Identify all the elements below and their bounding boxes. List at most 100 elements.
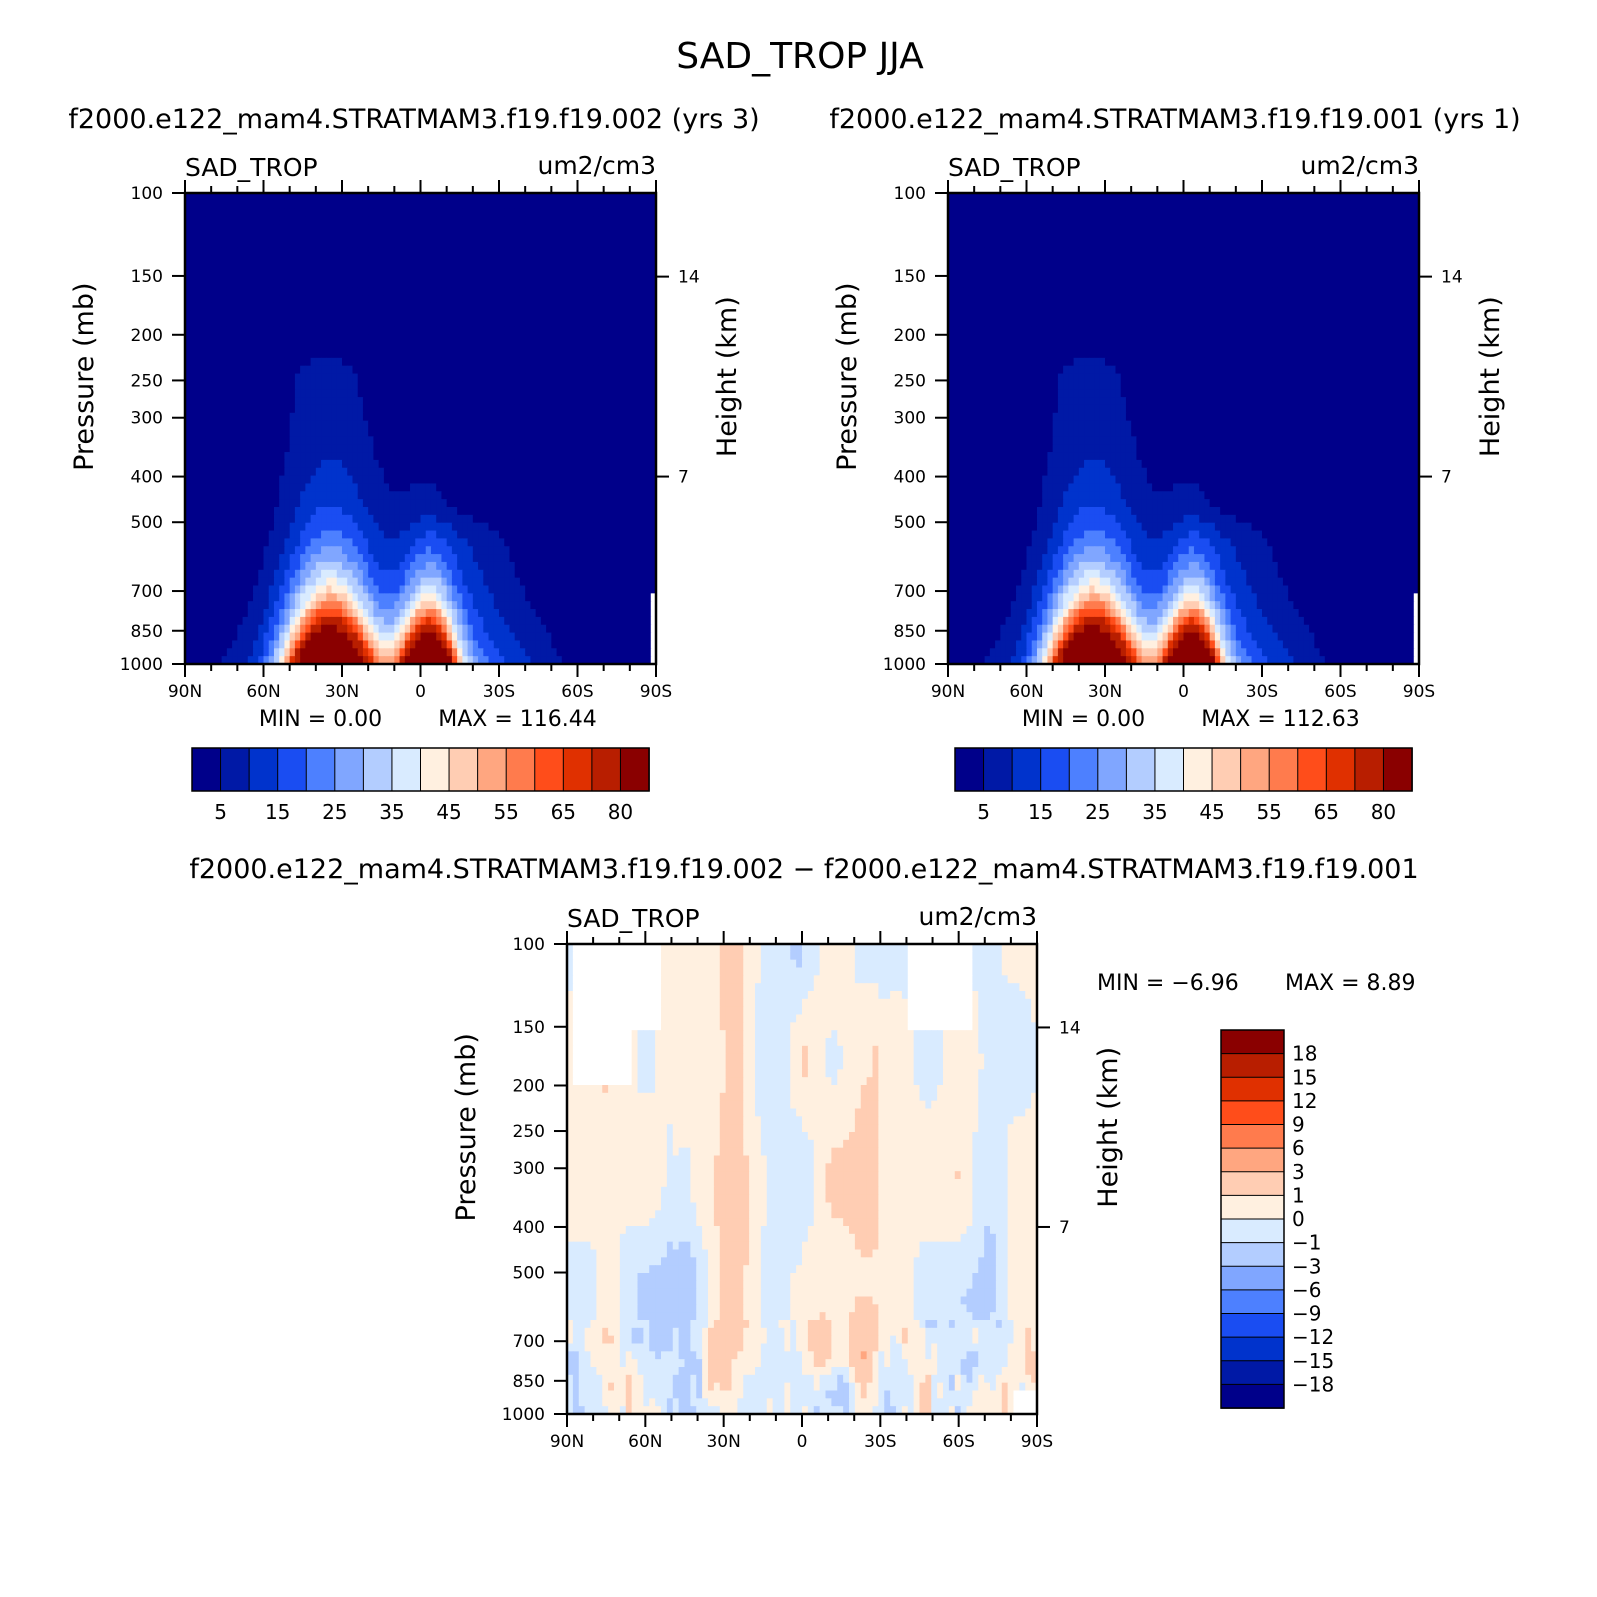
- contour-cell: [519, 350, 526, 359]
- contour-cell: [205, 412, 212, 422]
- contour-cell: [205, 389, 212, 398]
- contour-cell: [504, 428, 511, 437]
- contour-cell: [232, 255, 238, 265]
- contour-cell: [593, 302, 600, 312]
- contour-cell: [362, 538, 369, 547]
- contour-cell: [650, 444, 657, 453]
- contour-cell: [441, 554, 448, 563]
- contour-cell: [336, 287, 343, 296]
- contour-cell: [446, 326, 453, 335]
- contour-cell: [430, 247, 437, 257]
- contour-cell: [462, 483, 469, 492]
- contour-cell: [425, 310, 432, 320]
- contour-cell: [567, 302, 573, 312]
- contour-cell: [451, 247, 458, 257]
- contour-cell: [237, 350, 244, 359]
- contour-cell: [383, 577, 390, 587]
- contour-cell: [441, 538, 448, 547]
- contour-cell: [635, 475, 641, 485]
- contour-cell: [368, 585, 374, 594]
- contour-cell: [603, 569, 610, 579]
- contour-cell: [226, 420, 233, 430]
- contour-cell: [446, 452, 453, 461]
- contour-cell: [535, 365, 542, 375]
- contour-cell: [258, 216, 265, 225]
- contour-cell: [185, 404, 191, 414]
- contour-cell: [488, 577, 495, 587]
- contour-cell: [504, 271, 511, 280]
- contour-cell: [263, 326, 270, 335]
- contour-cell: [650, 577, 657, 587]
- contour-cell: [629, 554, 636, 563]
- contour-cell: [619, 561, 626, 571]
- contour-cell: [247, 404, 254, 414]
- contour-cell: [624, 593, 631, 602]
- contour-cell: [205, 295, 212, 304]
- contour-cell: [608, 499, 615, 508]
- contour-cell: [457, 208, 463, 218]
- contour-cell: [629, 483, 636, 492]
- contour-cell: [326, 224, 333, 233]
- contour-cell: [478, 216, 484, 225]
- contour-cell: [300, 357, 306, 367]
- contour-cell: [499, 577, 505, 587]
- contour-cell: [404, 334, 411, 343]
- contour-cell: [619, 616, 626, 626]
- contour-cell: [289, 318, 296, 328]
- contour-cell: [499, 240, 505, 249]
- contour-cell: [315, 483, 322, 492]
- contour-cell: [629, 326, 636, 335]
- contour-cell: [185, 569, 191, 579]
- contour-cell: [315, 522, 322, 532]
- contour-cell: [294, 428, 301, 437]
- contour-cell: [472, 334, 479, 343]
- contour-cell: [478, 593, 484, 602]
- contour-cell: [467, 522, 474, 532]
- contour-cell: [577, 616, 584, 626]
- contour-cell: [357, 507, 364, 516]
- contour-cell: [268, 295, 275, 304]
- contour-cell: [499, 232, 505, 241]
- contour-cell: [211, 616, 217, 626]
- contour-cell: [441, 295, 448, 304]
- contour-cell: [263, 444, 270, 453]
- contour-cell: [499, 208, 505, 218]
- contour-cell: [624, 546, 631, 555]
- contour-cell: [263, 295, 270, 304]
- contour-cell: [525, 507, 531, 516]
- contour-cell: [561, 255, 568, 265]
- contour-cell: [430, 342, 437, 351]
- contour-cell: [598, 365, 605, 375]
- contour-cell: [425, 428, 432, 437]
- contour-cell: [342, 530, 348, 539]
- contour-cell: [378, 601, 385, 610]
- contour-cell: [420, 452, 427, 461]
- contour-cell: [357, 255, 364, 265]
- contour-cell: [614, 287, 620, 296]
- contour-cell: [331, 240, 338, 249]
- contour-cell: [624, 310, 631, 320]
- contour-cell: [598, 247, 605, 257]
- contour-cell: [493, 216, 500, 225]
- contour-cell: [415, 287, 422, 296]
- contour-cell: [619, 287, 626, 296]
- contour-cell: [195, 522, 202, 532]
- contour-cell: [378, 436, 385, 445]
- diff-panel-subtitle: f2000.e122_mam4.STRATMAM3.f19.f19.002 − …: [189, 854, 1418, 885]
- contour-cell: [200, 389, 207, 398]
- contour-cell: [273, 593, 280, 602]
- contour-cell: [540, 302, 547, 312]
- contour-cell: [294, 546, 301, 555]
- contour-cell: [347, 569, 354, 579]
- contour-cell: [420, 609, 427, 618]
- contour-cell: [462, 287, 469, 296]
- contour-cell: [635, 593, 641, 602]
- contour-cell: [577, 318, 584, 328]
- contour-cell: [321, 522, 327, 532]
- contour-cell: [446, 554, 453, 563]
- contour-cell: [629, 577, 636, 587]
- contour-cell: [436, 475, 443, 485]
- contour-cell: [352, 334, 359, 343]
- contour-cell: [211, 200, 217, 210]
- contour-cell: [357, 554, 364, 563]
